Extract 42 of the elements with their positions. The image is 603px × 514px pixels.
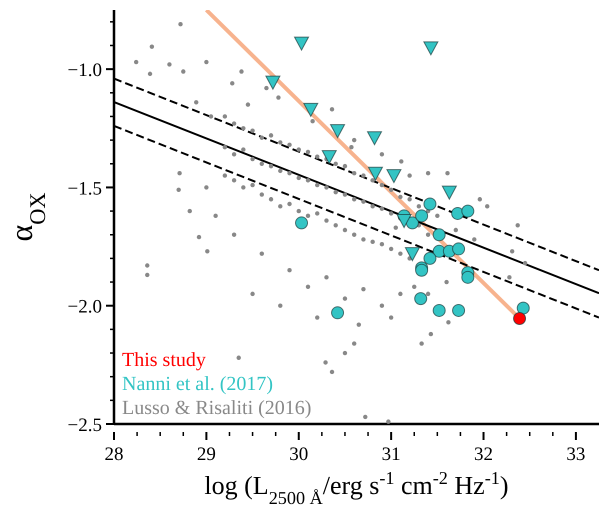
point	[404, 247, 420, 262]
point	[368, 166, 383, 181]
x-tick-label: 30	[289, 444, 308, 465]
point	[452, 242, 466, 256]
point	[451, 206, 464, 220]
point	[265, 76, 280, 90]
point	[322, 150, 337, 164]
point	[423, 197, 436, 210]
point	[432, 304, 446, 317]
point	[461, 270, 474, 284]
point	[330, 124, 346, 138]
x-tick-label: 29	[196, 444, 216, 465]
point	[513, 312, 526, 325]
y-tick-label: −2.0	[68, 296, 102, 318]
text: log (L$_{2500 Å}$/erg s$^{-1}$ cm$^{-2}$ Hz$^{-1}$)	[204, 468, 509, 508]
x-tick-label: 33	[566, 444, 586, 465]
point	[442, 186, 457, 200]
point	[386, 169, 402, 184]
point	[367, 131, 382, 146]
x-tick-label: 31	[382, 444, 401, 465]
point	[415, 209, 428, 222]
point	[516, 302, 530, 315]
y-tick-label: −1.0	[68, 60, 102, 82]
point	[294, 36, 310, 51]
y-tick-label: −2.5	[68, 415, 102, 436]
point	[415, 264, 428, 277]
point	[414, 292, 428, 306]
point	[423, 41, 438, 56]
text: This study	[122, 348, 207, 372]
point	[295, 216, 308, 230]
point	[452, 304, 466, 317]
point	[461, 204, 474, 218]
point	[423, 252, 436, 265]
point	[396, 214, 412, 228]
x-tick-label: 28	[104, 444, 124, 465]
series-label: Lusso & Risaliti (2016)	[122, 396, 312, 420]
text: Nanni et al. (2017)	[122, 372, 274, 396]
point	[303, 102, 318, 117]
y-tick-label: −1.5	[68, 178, 102, 200]
x-tick-label: 32	[474, 444, 494, 465]
point	[331, 306, 344, 320]
point	[432, 228, 446, 242]
